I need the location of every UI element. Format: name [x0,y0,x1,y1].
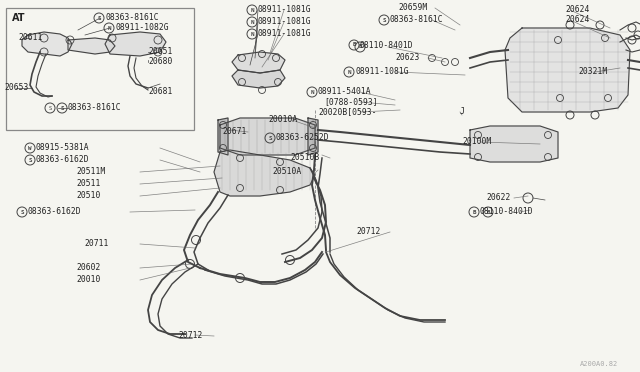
Text: N: N [250,19,253,25]
Text: N: N [108,26,111,31]
Polygon shape [68,38,115,54]
Text: 20511M: 20511M [76,167,105,176]
Text: 08363-6162D: 08363-6162D [28,208,82,217]
Polygon shape [218,118,228,155]
Polygon shape [105,32,166,56]
Text: 20510: 20510 [76,192,100,201]
Text: 20321M: 20321M [578,67,607,77]
Text: N: N [348,70,351,74]
Text: 20711: 20711 [84,240,108,248]
Text: 20510B: 20510B [290,154,319,163]
Text: 20681: 20681 [148,87,172,96]
Text: [0788-0593]: [0788-0593] [324,97,378,106]
Text: 20622: 20622 [486,193,510,202]
Text: 20510A: 20510A [272,167,301,176]
Text: 20623: 20623 [395,54,419,62]
Text: 20100M: 20100M [462,138,492,147]
Text: 20624: 20624 [565,16,589,25]
Text: S: S [97,16,100,20]
Text: 20659M: 20659M [398,3,428,13]
Text: B: B [352,42,356,48]
Text: 08911-1081G: 08911-1081G [355,67,408,77]
Text: 08911-5401A: 08911-5401A [318,87,372,96]
Text: 08363-8161C: 08363-8161C [68,103,122,112]
Text: AT: AT [12,13,26,23]
Text: 08911-1081G: 08911-1081G [258,6,312,15]
Text: S: S [60,106,64,110]
Text: 20712: 20712 [356,228,380,237]
Text: W: W [28,145,32,151]
Text: 20680: 20680 [148,58,172,67]
Text: 08363-8161C: 08363-8161C [105,13,159,22]
Polygon shape [308,118,318,155]
Polygon shape [232,70,285,88]
Text: 20653: 20653 [4,83,28,93]
Text: 08915-5381A: 08915-5381A [36,144,90,153]
Text: 08110-8401D: 08110-8401D [360,41,413,49]
Polygon shape [214,150,315,196]
Text: J: J [460,108,465,116]
Text: 08363-8161C: 08363-8161C [390,16,444,25]
Text: 20010: 20010 [76,276,100,285]
Polygon shape [505,28,630,112]
Text: S: S [28,157,32,163]
Text: B: B [358,45,362,49]
Text: B: B [472,209,476,215]
Text: N: N [310,90,314,94]
Text: 08363-6252D: 08363-6252D [276,134,330,142]
Polygon shape [220,118,315,155]
Text: 08911-1081G: 08911-1081G [258,29,312,38]
Text: 20712: 20712 [178,331,202,340]
Text: 20020B[0593-: 20020B[0593- [318,108,376,116]
Polygon shape [22,32,72,56]
Text: 20511: 20511 [76,180,100,189]
Text: 08911-1081G: 08911-1081G [258,17,312,26]
Text: A200A0.82: A200A0.82 [580,361,618,367]
Text: 20651: 20651 [148,48,172,57]
Text: 20611: 20611 [18,33,42,42]
Text: 20010A: 20010A [268,115,297,125]
Text: N: N [250,7,253,13]
Text: S: S [382,17,386,22]
Polygon shape [470,126,558,162]
Text: 20624: 20624 [565,6,589,15]
Text: B: B [486,209,490,215]
Bar [6,8,194,130]
Text: N: N [250,32,253,36]
Text: 08110-8401D: 08110-8401D [480,208,534,217]
Text: 08363-6162D: 08363-6162D [36,155,90,164]
Text: 20671: 20671 [222,128,246,137]
Text: S: S [268,135,272,141]
Polygon shape [232,52,285,73]
Text: 20602: 20602 [76,263,100,273]
Text: 08911-1082G: 08911-1082G [115,23,168,32]
Text: S: S [20,209,24,215]
Text: S: S [49,106,52,110]
